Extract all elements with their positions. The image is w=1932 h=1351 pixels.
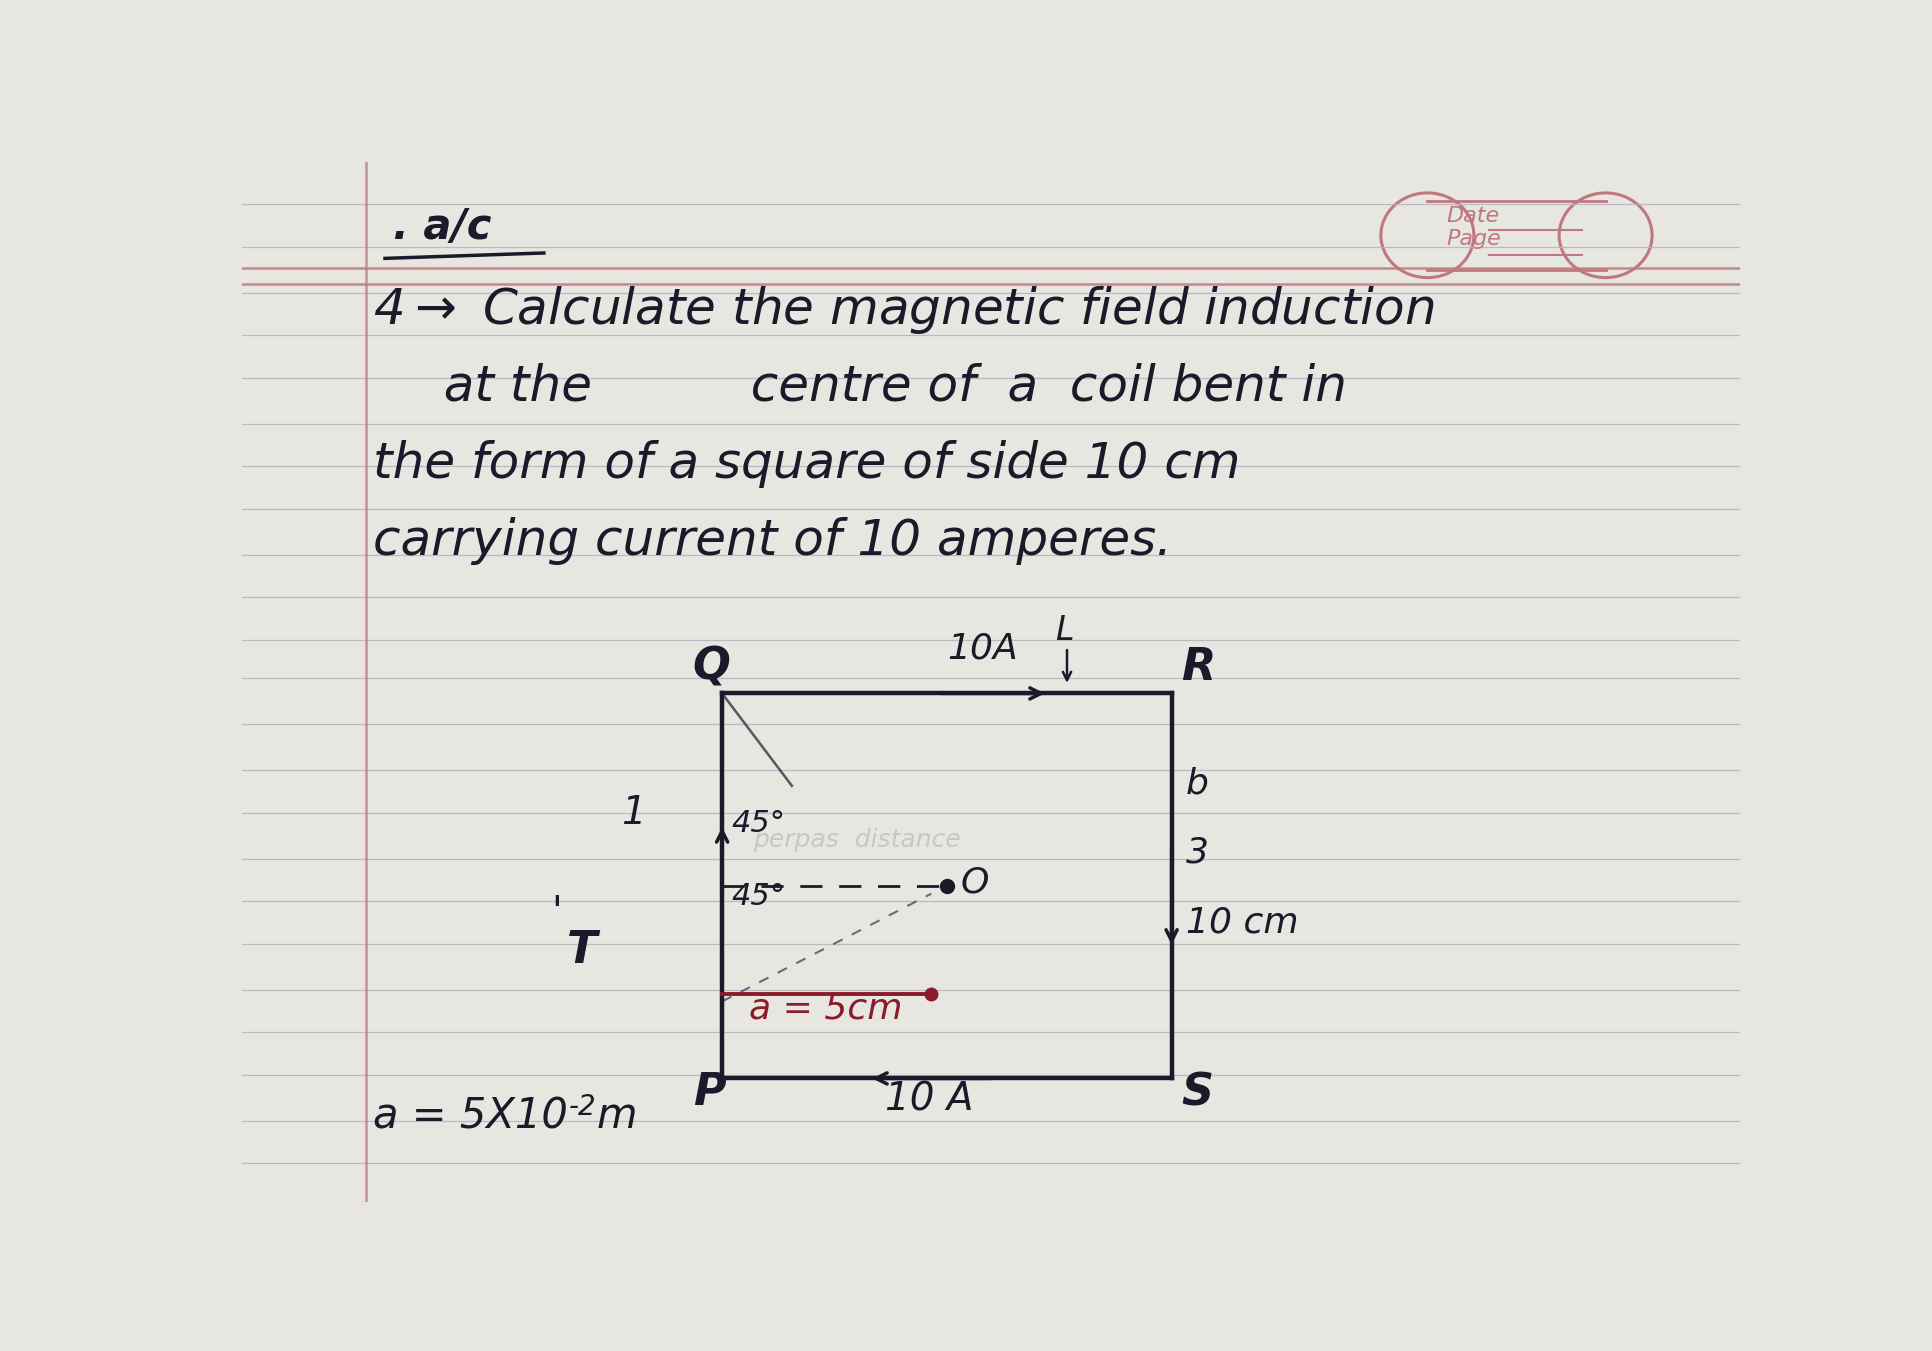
Text: S: S (1180, 1071, 1211, 1115)
Text: . a/c: . a/c (392, 207, 491, 249)
Text: 10 cm: 10 cm (1184, 905, 1298, 939)
Text: 4$\rightarrow$ Calculate the magnetic field induction: 4$\rightarrow$ Calculate the magnetic fi… (373, 284, 1434, 336)
Text: a = 5X10: a = 5X10 (373, 1096, 568, 1138)
Text: 45°: 45° (730, 809, 784, 838)
Text: 1: 1 (620, 794, 645, 832)
Text: 45°: 45° (730, 882, 784, 911)
Text: O: O (960, 865, 989, 898)
Text: L: L (1055, 613, 1074, 647)
Text: Page: Page (1445, 230, 1501, 250)
Text: perpas  distance: perpas distance (753, 828, 960, 852)
Text: 10A: 10A (947, 632, 1016, 666)
Text: Date: Date (1445, 207, 1499, 226)
Text: a = 5cm: a = 5cm (750, 992, 902, 1025)
Text: R: R (1180, 646, 1215, 689)
Text: 3: 3 (1184, 836, 1208, 870)
Text: 10 A: 10 A (885, 1081, 974, 1119)
Text: m: m (597, 1096, 638, 1138)
Text: -2: -2 (568, 1093, 595, 1121)
Text: Q: Q (692, 646, 730, 689)
Text: ': ' (551, 894, 562, 932)
Text: P: P (692, 1071, 724, 1115)
Text: T: T (566, 929, 597, 971)
Text: carrying current of 10 amperes.: carrying current of 10 amperes. (373, 517, 1173, 565)
Text: at the          centre of  a  coil bent in: at the centre of a coil bent in (412, 363, 1347, 411)
Text: b: b (1184, 766, 1208, 801)
Text: the form of a square of side 10 cm: the form of a square of side 10 cm (373, 440, 1240, 488)
